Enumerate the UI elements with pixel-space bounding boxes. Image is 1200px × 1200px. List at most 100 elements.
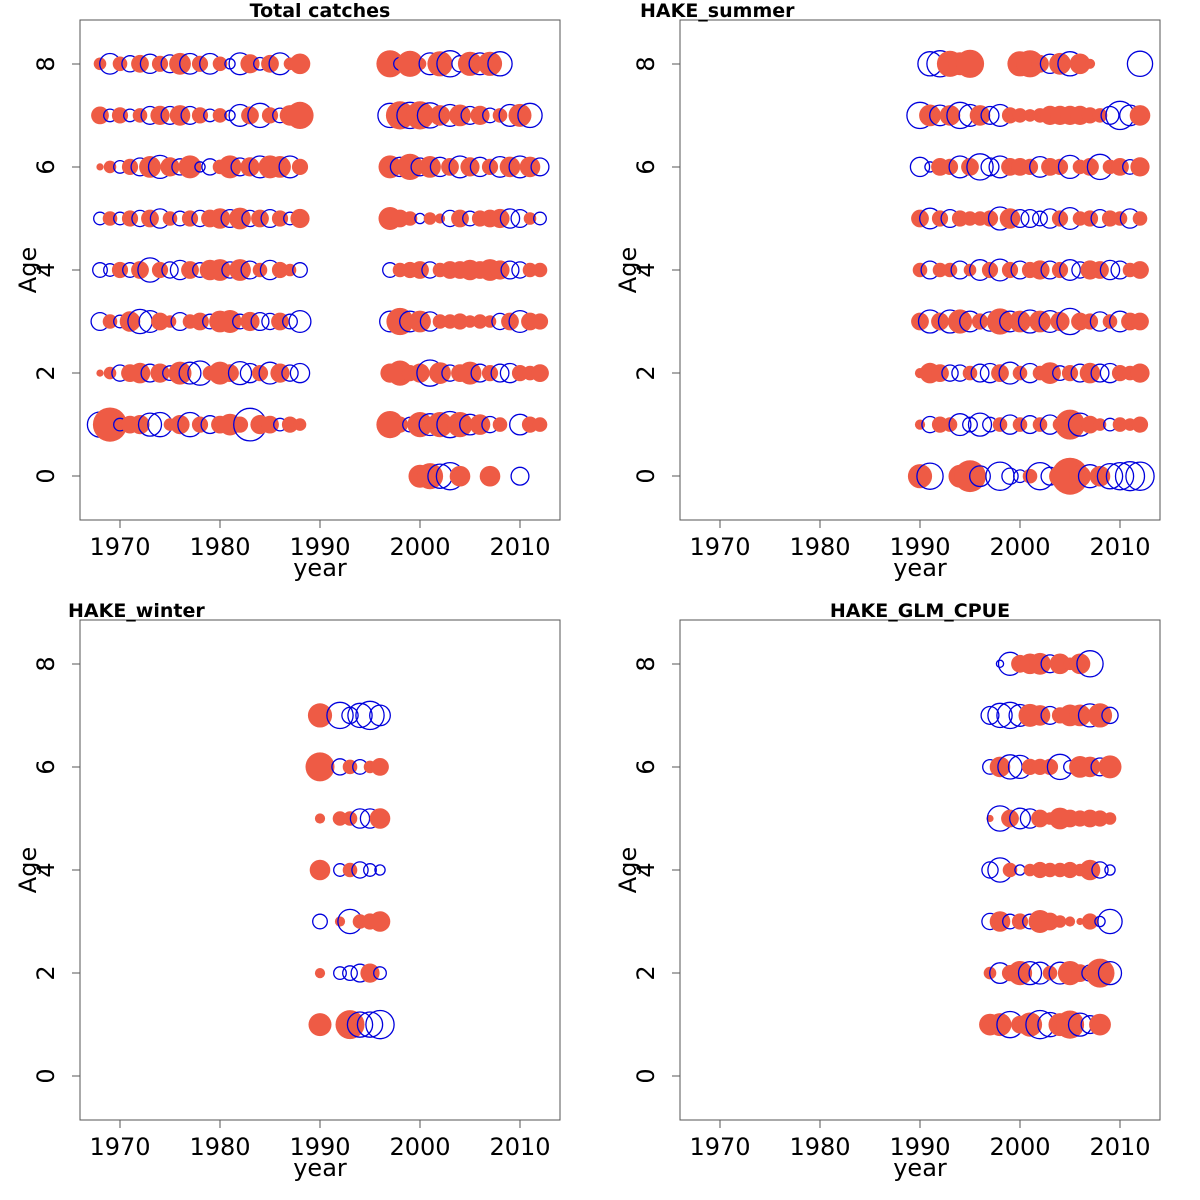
positive-residual-bubble [942,417,958,432]
negative-residual-bubble [250,311,270,332]
positive-residual-bubble [129,362,151,384]
positive-residual-bubble [410,363,430,383]
negative-residual-bubble [1105,461,1135,491]
positive-residual-bubble [332,811,348,826]
positive-residual-bubble [376,50,404,78]
negative-residual-bubble [346,1011,374,1038]
positive-residual-bubble [1055,1010,1085,1039]
x-axis-label: year [893,554,947,582]
negative-residual-bubble [1032,210,1048,227]
negative-residual-bubble [92,262,108,278]
negative-residual-bubble [373,966,387,981]
bubble-layer [305,700,395,1040]
positive-residual-bubble [229,207,251,230]
positive-residual-bubble [981,261,999,279]
positive-residual-bubble [911,312,929,331]
positive-residual-bubble [261,415,279,434]
x-tick-label: 1970 [89,1133,150,1161]
x-tick-label: 1970 [689,533,750,561]
y-tick-label: 4 [32,262,60,277]
negative-residual-bubble [161,261,179,279]
positive-residual-bubble [1081,415,1099,434]
positive-residual-bubble [240,157,260,177]
negative-residual-bubble [1020,208,1040,229]
positive-residual-bubble [941,158,959,175]
positive-residual-bubble [1069,53,1091,75]
panel-hake-summer: HAKE_summer 1970 1980 1990 2000 2010 yea… [614,0,1161,582]
negative-residual-bubble [517,102,543,129]
positive-residual-bubble [111,107,129,124]
y-tick-label: 4 [632,262,660,277]
negative-residual-bubble [326,701,354,730]
y-axis-label: Age [14,847,42,893]
positive-residual-bubble [1103,812,1117,825]
negative-residual-bubble [355,700,385,731]
positive-residual-bubble [241,106,259,125]
positive-residual-bubble [532,417,548,432]
positive-residual-bubble [522,262,538,278]
positive-residual-bubble [1029,705,1051,726]
positive-residual-bubble [429,105,451,126]
positive-residual-bubble [1098,755,1122,779]
y-tick-label: 6 [32,159,60,174]
negative-residual-bubble [995,659,1005,669]
negative-residual-bubble [962,416,978,433]
y-tick-label: 2 [32,365,60,380]
x-tick-label: 2000 [389,533,450,561]
x-tick-label: 2010 [489,533,550,561]
positive-residual-bubble [1012,108,1028,123]
positive-residual-bubble [492,108,508,123]
positive-residual-bubble [423,212,437,225]
positive-residual-bubble [1091,810,1109,827]
positive-residual-bubble [932,262,948,278]
positive-residual-bubble [209,208,231,229]
positive-residual-bubble [969,105,991,126]
positive-residual-bubble [427,412,453,438]
positive-residual-bubble [1092,108,1108,123]
positive-residual-bubble [1049,52,1071,75]
positive-residual-bubble [1087,703,1113,728]
positive-residual-bubble [240,54,260,74]
positive-residual-bubble [1064,916,1076,927]
x-axis: 1970 1980 1990 2000 2010 year [689,1120,1151,1182]
positive-residual-bubble [305,752,335,782]
positive-residual-bubble [369,808,391,829]
positive-residual-bubble [251,365,269,382]
x-axis: 1970 1980 1990 2000 2010 year [89,520,551,582]
positive-residual-bubble [1039,362,1061,384]
negative-residual-bubble [1094,915,1106,928]
negative-residual-bubble [137,412,163,437]
positive-residual-bubble [1112,417,1128,432]
negative-residual-bubble [289,362,311,384]
positive-residual-bubble [342,862,358,878]
negative-residual-bubble [1010,208,1030,229]
x-tick-label: 1990 [889,533,950,561]
positive-residual-bubble [999,208,1021,229]
negative-residual-bubble [288,309,312,334]
negative-residual-bubble [347,702,373,729]
positive-residual-bubble [531,313,549,330]
positive-residual-bubble [102,211,118,226]
x-tick-label: 2000 [989,533,1050,561]
positive-residual-bubble [1131,416,1149,433]
negative-residual-bubble [1100,105,1120,125]
positive-residual-bubble [271,210,289,227]
negative-residual-bubble [510,466,530,486]
positive-residual-bubble [912,262,928,278]
positive-residual-bubble [429,362,451,384]
positive-residual-bubble [270,363,290,383]
negative-residual-bubble [1101,706,1119,725]
negative-residual-bubble [341,706,359,725]
positive-residual-bubble [1081,913,1099,930]
x-tick-label: 1980 [789,533,850,561]
positive-residual-bubble [335,1010,365,1040]
positive-residual-bubble [209,259,231,281]
positive-residual-bubble [308,1013,332,1037]
negative-residual-bubble [1099,259,1121,281]
positive-residual-bubble [1069,653,1091,675]
positive-residual-bubble [96,163,104,171]
positive-residual-bubble [451,313,469,330]
positive-residual-bubble [441,158,459,176]
positive-residual-bubble [178,155,202,179]
y-tick-label: 8 [32,656,60,671]
